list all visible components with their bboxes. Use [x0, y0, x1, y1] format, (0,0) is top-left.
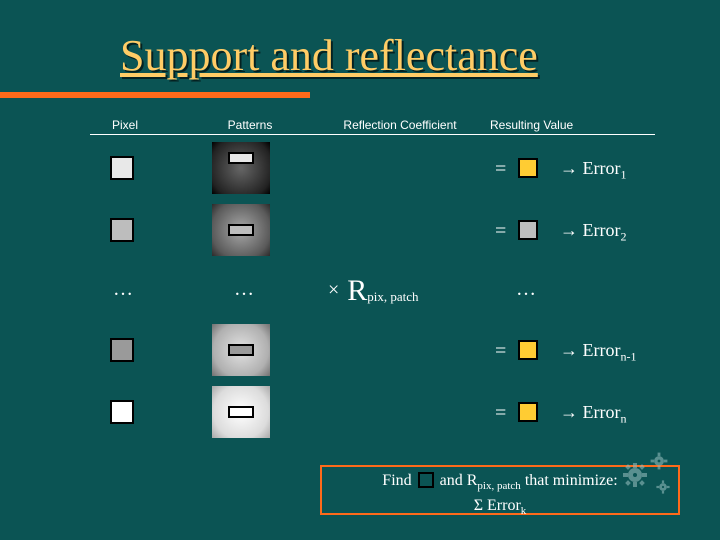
table-row: = → Error2	[0, 202, 720, 264]
result-box	[518, 402, 538, 422]
title-underline	[0, 92, 310, 98]
pixel-box	[110, 218, 134, 242]
header-rule	[90, 134, 205, 135]
result-box	[518, 340, 538, 360]
pattern-box	[212, 324, 270, 376]
header-rule	[480, 134, 655, 135]
summary-mid2: that minimize:	[521, 472, 618, 489]
summary-mid1-sub: pix, patch	[477, 480, 520, 492]
reflection-coefficient: ×Rpix, patch	[328, 270, 419, 305]
col-header-result: Resulting Value	[490, 118, 610, 132]
equals-sign: =	[495, 402, 506, 425]
ellipsis: …	[516, 278, 536, 301]
pattern-box	[212, 142, 270, 194]
equals-sign: =	[495, 158, 506, 181]
pixel-box	[110, 156, 134, 180]
gears-icon	[615, 445, 685, 505]
error-label: → Errorn	[560, 402, 626, 427]
table-row: = → Errorn	[0, 384, 720, 446]
error-label: → Errorn-1	[560, 340, 636, 365]
pixel-box	[110, 400, 134, 424]
summary-mid1: and R	[440, 472, 478, 489]
ellipsis: …	[113, 278, 133, 301]
col-header-pixel: Pixel	[95, 118, 155, 132]
table-row-ellipsis: … … ×Rpix, patch …	[0, 264, 720, 322]
ellipsis: …	[234, 278, 254, 301]
header-rule	[310, 134, 480, 135]
pixel-box	[110, 338, 134, 362]
rows-table: = → Error1 = → Error2 … … ×Rpix, patch … = → Erro…	[0, 140, 720, 446]
summary-sigma: Σ Error	[474, 497, 521, 514]
header-rule	[205, 134, 310, 135]
result-box	[518, 220, 538, 240]
equals-sign: =	[495, 220, 506, 243]
pattern-box	[212, 386, 270, 438]
summary-find: Find	[382, 472, 411, 489]
col-header-coeff: Reflection Coefficient	[320, 118, 480, 132]
pattern-box	[212, 204, 270, 256]
result-box	[518, 158, 538, 178]
error-label: → Error1	[560, 158, 626, 183]
summary-sigma-sub: k	[521, 505, 527, 517]
col-header-patterns: Patterns	[210, 118, 290, 132]
pixel-placeholder-icon	[418, 472, 434, 488]
equals-sign: =	[495, 340, 506, 363]
error-label: → Error2	[560, 220, 626, 245]
slide-title: Support and reflectance	[120, 30, 538, 81]
table-row: = → Error1	[0, 140, 720, 202]
table-row: = → Errorn-1	[0, 322, 720, 384]
